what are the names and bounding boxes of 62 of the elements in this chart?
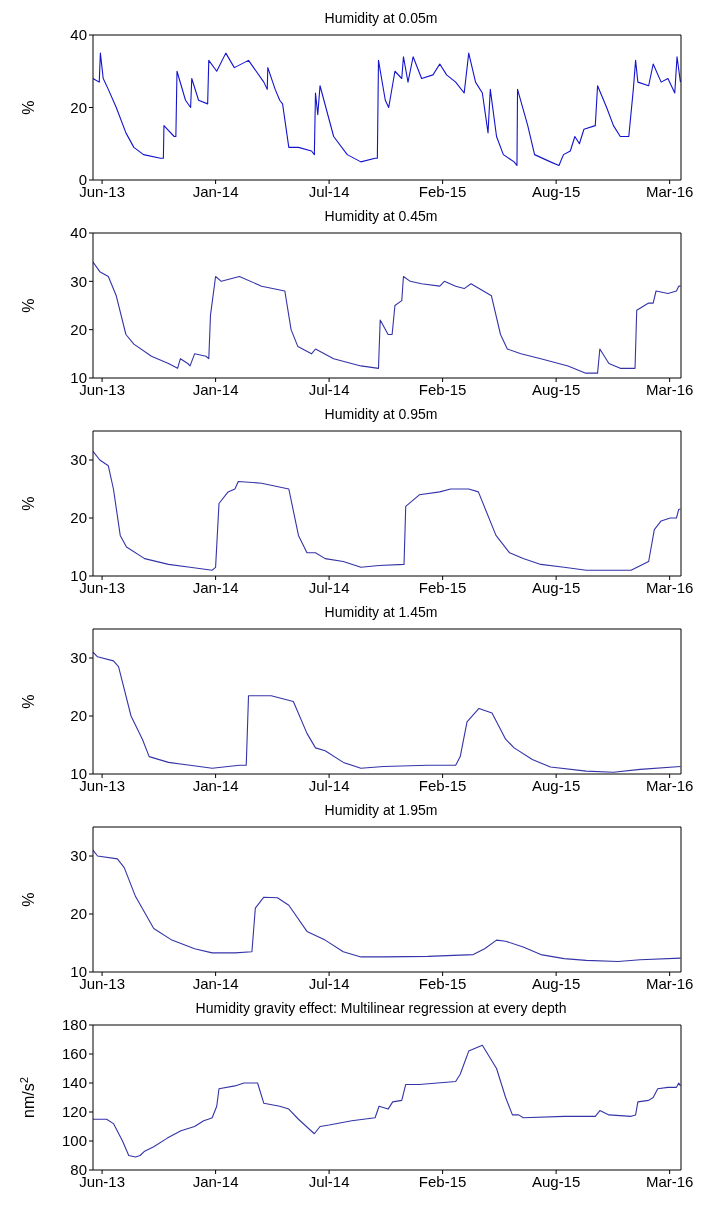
y-tick-label: 40 (70, 26, 87, 44)
x-tick-label: Jan-14 (192, 380, 239, 398)
y-tick-label: 20 (70, 905, 87, 923)
x-tick-label: Jul-14 (308, 578, 350, 596)
line-series (93, 261, 681, 374)
y-axis-title: % (20, 694, 37, 709)
x-tick-label: Mar-16 (645, 578, 694, 596)
x-tick-label: Jan-14 (192, 776, 239, 794)
x-tick-label: Jul-14 (308, 776, 350, 794)
y-tick-label: 30 (70, 272, 87, 290)
y-tick-label: 20 (70, 320, 87, 338)
x-tick-label: Jan-14 (192, 974, 239, 992)
x-tick-label: Aug-15 (531, 578, 581, 596)
x-tick-label: Jul-14 (308, 182, 350, 200)
line-series (93, 849, 681, 963)
x-tick-label: Feb-15 (418, 380, 467, 398)
x-tick-label: Jan-14 (192, 182, 239, 200)
y-tick-label: 20 (70, 98, 87, 116)
x-tick-label: Jul-14 (308, 380, 350, 398)
chart-title: Humidity at 1.45m (323, 603, 439, 622)
y-tick-label: 140 (61, 1074, 87, 1092)
y-tick-label: 20 (70, 509, 87, 527)
y-tick-label: 30 (70, 451, 87, 469)
x-tick-label: Jan-14 (192, 1172, 239, 1190)
y-axis-title: % (20, 496, 37, 511)
x-tick-label: Mar-16 (645, 182, 694, 200)
y-tick-label: 120 (61, 1103, 87, 1121)
y-tick-label: 160 (61, 1045, 87, 1063)
x-tick-label: Mar-16 (645, 776, 694, 794)
x-tick-label: Aug-15 (531, 182, 581, 200)
x-tick-label: Aug-15 (531, 1172, 581, 1190)
x-tick-label: Jan-14 (192, 578, 239, 596)
chart-title: Humidity at 0.95m (323, 405, 439, 424)
y-tick-label: 40 (70, 224, 87, 242)
y-axis-title: % (20, 100, 37, 115)
x-tick-label: Mar-16 (645, 974, 694, 992)
x-tick-label: Feb-15 (418, 1172, 467, 1190)
x-tick-label: Feb-15 (418, 776, 467, 794)
chart-title: Humidity at 1.95m (323, 801, 439, 820)
x-tick-label: Aug-15 (531, 776, 581, 794)
x-tick-label: Jul-14 (308, 974, 350, 992)
x-tick-label: Mar-16 (645, 380, 694, 398)
line-series (93, 450, 681, 571)
x-tick-label: Aug-15 (531, 974, 581, 992)
y-tick-label: 30 (70, 847, 87, 865)
chart-title: Humidity gravity effect: Multilinear regression at every depth (194, 999, 568, 1018)
x-tick-label: Mar-16 (645, 1172, 694, 1190)
y-axis-title: % (20, 298, 37, 313)
x-tick-label: Jul-14 (308, 1172, 350, 1190)
x-tick-label: Aug-15 (531, 380, 581, 398)
y-tick-label: 20 (70, 707, 87, 725)
x-tick-label: Feb-15 (418, 182, 467, 200)
y-tick-label: 180 (61, 1016, 87, 1034)
line-series (93, 1044, 681, 1158)
line-series (93, 52, 681, 167)
x-tick-label: Feb-15 (418, 974, 467, 992)
chart-title: Humidity at 0.05m (323, 9, 439, 28)
y-tick-label: 30 (70, 649, 87, 667)
y-tick-label: 100 (61, 1132, 87, 1150)
y-axis-title: % (20, 892, 37, 907)
chart-title: Humidity at 0.45m (323, 207, 439, 226)
x-tick-label: Feb-15 (418, 578, 467, 596)
